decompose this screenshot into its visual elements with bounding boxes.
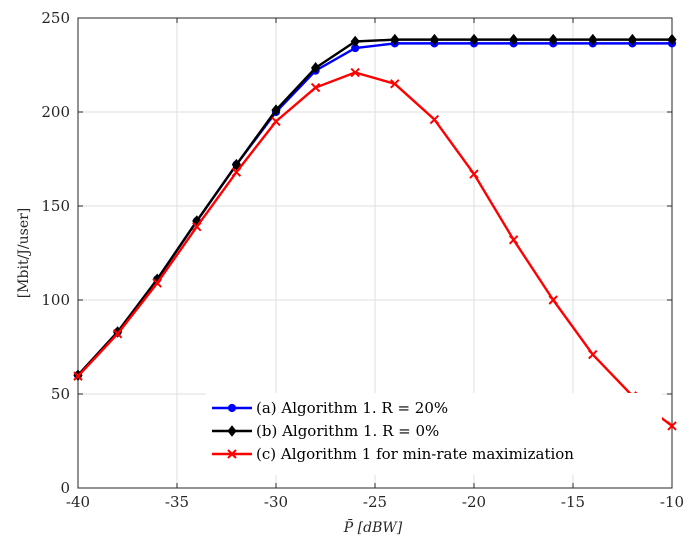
data-point: [350, 35, 360, 48]
data-point: [469, 33, 479, 46]
legend-swatch-marker: [227, 449, 237, 459]
legend-label: (a) Algorithm 1. R = 20%: [256, 399, 448, 417]
legend-box: [206, 393, 662, 475]
x-axis-label-text: P̄ [dBW]: [343, 518, 403, 536]
legend-label: (c) Algorithm 1 for min-rate maximizatio…: [256, 445, 574, 463]
marker-stroke: [310, 82, 321, 93]
y-tick-label: 100: [41, 291, 70, 309]
data-point: [548, 295, 558, 305]
y-tick-label: 250: [41, 9, 70, 27]
y-tick-label: 200: [41, 103, 70, 121]
marker-stroke: [231, 167, 242, 177]
marker-stroke: [390, 79, 400, 89]
legend-entry: (c) Algorithm 1 for min-rate maximizatio…: [212, 445, 574, 463]
marker-stroke: [429, 114, 440, 125]
data-point: [192, 221, 202, 232]
data-point: [508, 235, 519, 245]
data-point: [231, 167, 242, 177]
data-point: [508, 33, 519, 46]
x-tick-label: -10: [660, 493, 684, 511]
series-line: [77, 71, 673, 427]
marker-stroke: [667, 421, 677, 431]
x-tick-label: -35: [165, 493, 189, 511]
data-point: [429, 33, 440, 46]
data-point: [588, 349, 598, 360]
data-point: [667, 33, 677, 46]
data-point: [627, 33, 638, 46]
data-point: [271, 104, 281, 116]
data-point: [667, 421, 677, 431]
legend: (a) Algorithm 1. R = 20% (b) Algorithm 1.…: [206, 393, 662, 475]
legend-swatch-marker: [227, 403, 237, 413]
marker-stroke: [112, 329, 123, 339]
data-point: [152, 278, 162, 288]
x-tick-label: -25: [363, 493, 387, 511]
y-tick-label: 150: [41, 197, 70, 215]
data-point: [231, 158, 242, 171]
data-point: [588, 33, 598, 46]
legend-entry: (b) Algorithm 1. R = 0%: [212, 422, 439, 440]
marker-stroke: [192, 221, 202, 232]
data-point: [390, 33, 400, 46]
y-axis-label: [Mbit/J/user]: [16, 208, 32, 299]
legend-swatch-marker: [227, 425, 237, 437]
x-tick-label: -15: [561, 493, 585, 511]
data-point: [548, 33, 558, 46]
marker-stroke: [73, 371, 83, 381]
data-point: [271, 116, 281, 127]
marker-stroke: [548, 295, 558, 305]
series-layer: [73, 33, 677, 431]
legend-entry: (a) Algorithm 1. R = 20%: [212, 399, 448, 417]
marker-stroke: [152, 278, 162, 288]
legend-label: (b) Algorithm 1. R = 0%: [256, 422, 439, 440]
marker-stroke: [271, 116, 281, 127]
marker-stroke: [350, 67, 360, 78]
marker-stroke: [588, 349, 598, 360]
x-tick-label: -40: [66, 493, 90, 511]
series-line: [77, 38, 672, 377]
data-point: [429, 114, 440, 125]
data-point: [469, 169, 479, 179]
x-tick-label: -20: [462, 493, 486, 511]
tick-layer: -40 -35 -30 -25 -20 -15 -10 0 50 100 150 200 250: [41, 9, 684, 511]
marker-stroke: [508, 235, 519, 245]
data-point: [350, 67, 360, 78]
y-tick-label: 50: [51, 385, 70, 403]
x-axis-label: P̄ [dBW]: [343, 518, 403, 536]
data-point: [310, 62, 321, 74]
y-tick-label: 0: [60, 479, 70, 497]
marker-stroke: [469, 169, 479, 179]
data-point: [310, 82, 321, 93]
marker-stroke: [227, 449, 237, 459]
data-point: [112, 329, 123, 339]
x-tick-label: -30: [264, 493, 288, 511]
data-point: [73, 371, 83, 381]
data-point: [390, 79, 400, 89]
